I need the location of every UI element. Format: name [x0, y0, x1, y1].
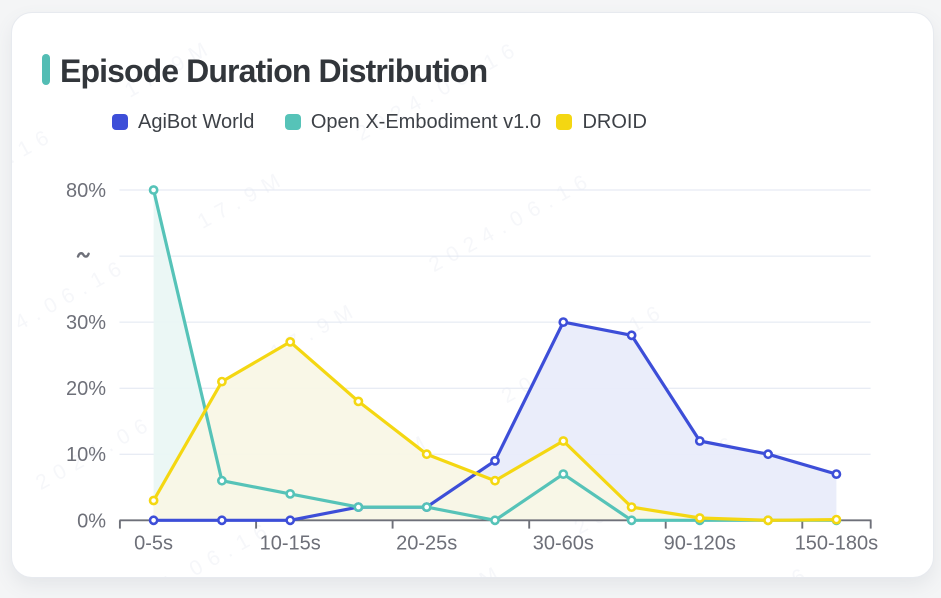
svg-text:0-5s: 0-5s: [134, 533, 173, 555]
svg-text:90-120s: 90-120s: [664, 533, 736, 555]
svg-text:10%: 10%: [66, 444, 106, 466]
svg-text:30%: 30%: [66, 312, 106, 334]
svg-text:0%: 0%: [77, 510, 106, 532]
svg-text:150-180s: 150-180s: [795, 533, 878, 555]
svg-text:20%: 20%: [66, 378, 106, 400]
svg-text:10-15s: 10-15s: [260, 533, 321, 555]
svg-text:20-25s: 20-25s: [396, 533, 457, 555]
svg-text:30-60s: 30-60s: [533, 533, 594, 555]
svg-text:80%: 80%: [66, 180, 106, 202]
